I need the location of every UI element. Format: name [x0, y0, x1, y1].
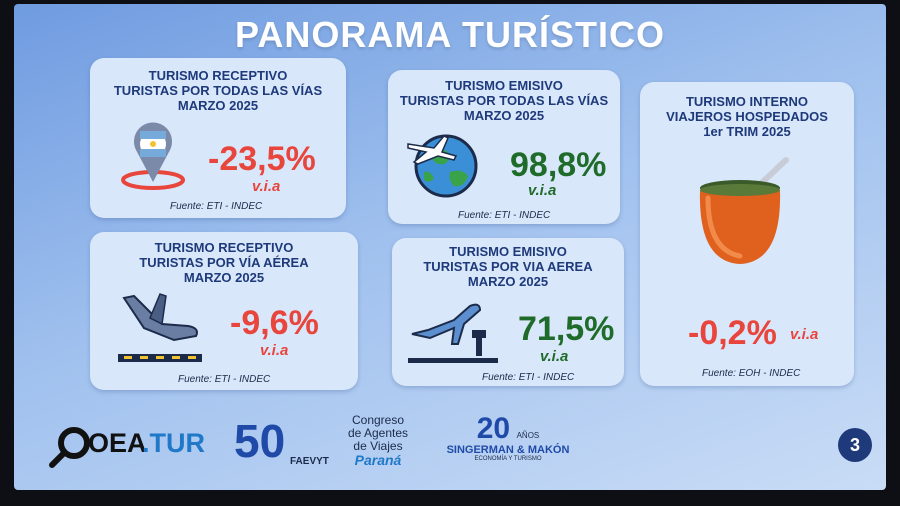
card-value: -9,6% [230, 304, 319, 342]
card-heading-line: MARZO 2025 [183, 270, 265, 285]
card-unit: v.i.a [790, 326, 819, 343]
card-unit: v.i.a [260, 342, 289, 359]
card-receptivo-via-aerea: TURISMO RECEPTIVO TURISTAS POR VÍA AÉREA… [90, 232, 358, 390]
card-heading-line: TURISTAS POR TODAS LAS VÍAS [113, 83, 323, 98]
card-heading: TURISMO INTERNO VIAJEROS HOSPEDADOS 1er … [640, 94, 854, 139]
card-heading: TURISMO EMISIVO TURISTAS POR VIA AEREA M… [392, 244, 624, 289]
card-value: -23,5% [208, 140, 316, 178]
slide-title: PANORAMA TURÍSTICO [235, 14, 665, 55]
card-heading: TURISMO EMISIVO TURISTAS POR TODAS LAS V… [388, 78, 620, 123]
singerman-anos: AÑOS [516, 431, 540, 440]
card-heading-line: TURISMO RECEPTIVO [148, 68, 288, 83]
card-value: 98,8% [510, 146, 607, 184]
congreso-agentes-viajes-logo: Congreso de Agentes de Viajes Paraná [336, 414, 420, 470]
card-source: Fuente: ETI - INDEC [458, 210, 551, 221]
card-heading-line: TURISMO RECEPTIVO [154, 240, 294, 255]
oea-text: OEA [88, 428, 147, 458]
card-unit: v.i.a [528, 182, 557, 199]
singerman-number: 20 [476, 412, 511, 445]
congreso-line: de Agentes [347, 426, 409, 440]
singerman-makon-logo: 20 AÑOS SINGERMAN & MAKÓN ECONOMÍA Y TUR… [438, 412, 578, 472]
tur-text: .TUR [142, 428, 205, 458]
card-heading: TURISMO RECEPTIVO TURISTAS POR TODAS LAS… [90, 68, 346, 113]
faevyt-number: 50 [234, 415, 286, 467]
page-number: 3 [838, 428, 872, 462]
singerman-name: SINGERMAN & MAKÓN [446, 444, 570, 456]
card-heading-line: TURISMO INTERNO [685, 94, 809, 109]
card-receptivo-todas-vias: TURISMO RECEPTIVO TURISTAS POR TODAS LAS… [90, 58, 346, 218]
card-source: Fuente: ETI - INDEC [482, 372, 575, 383]
card-emisivo-todas-vias: TURISMO EMISIVO TURISTAS POR TODAS LAS V… [388, 70, 620, 224]
card-emisivo-via-aerea: TURISMO EMISIVO TURISTAS POR VIA AEREA M… [392, 238, 624, 386]
argentina-location-pin-icon [121, 122, 185, 190]
card-unit: v.i.a [252, 178, 281, 195]
faevyt-name: FAEVYT [290, 456, 329, 467]
card-heading-line: TURISTAS POR VÍA AÉREA [139, 255, 309, 270]
card-value: 71,5% [518, 310, 615, 348]
slide: PANORAMA TURÍSTICO TURISMO RECEPTIVO TUR… [14, 4, 886, 490]
congreso-city: Paraná [354, 452, 402, 468]
card-source: Fuente: EOH - INDEC [702, 368, 801, 379]
globe-airplane-icon [407, 134, 478, 198]
takeoff-airplane-icon [408, 303, 498, 363]
card-turismo-interno: TURISMO INTERNO VIAJEROS HOSPEDADOS 1er … [640, 82, 854, 386]
card-heading-line: MARZO 2025 [463, 108, 545, 123]
oea-tur-logo: OEA .TUR [48, 418, 218, 468]
card-source: Fuente: ETI - INDEC [178, 374, 271, 385]
card-heading: TURISMO RECEPTIVO TURISTAS POR VÍA AÉREA… [90, 240, 358, 285]
card-source: Fuente: ETI - INDEC [170, 201, 263, 212]
card-value: -0,2% [688, 314, 777, 352]
card-heading-line: VIAJEROS HOSPEDADOS [666, 109, 828, 124]
card-heading-line: MARZO 2025 [467, 274, 549, 289]
card-heading-line: MARZO 2025 [177, 98, 259, 113]
landing-airplane-icon [118, 293, 202, 362]
magnifier-icon [49, 427, 90, 468]
congreso-line: Congreso [351, 413, 405, 427]
mate-gourd-icon [699, 157, 789, 264]
card-heading-line: 1er TRIM 2025 [703, 124, 791, 139]
faevyt-50-logo: 50 FAEVYT [234, 415, 330, 472]
card-heading-line: TURISMO EMISIVO [449, 244, 567, 259]
card-heading-line: TURISTAS POR TODAS LAS VÍAS [399, 93, 609, 108]
card-heading-line: TURISMO EMISIVO [445, 78, 563, 93]
card-heading-line: TURISTAS POR VIA AEREA [423, 259, 593, 274]
singerman-tagline: ECONOMÍA Y TURISMO [474, 456, 542, 462]
card-unit: v.i.a [540, 348, 569, 365]
congreso-line: de Viajes [353, 439, 403, 453]
